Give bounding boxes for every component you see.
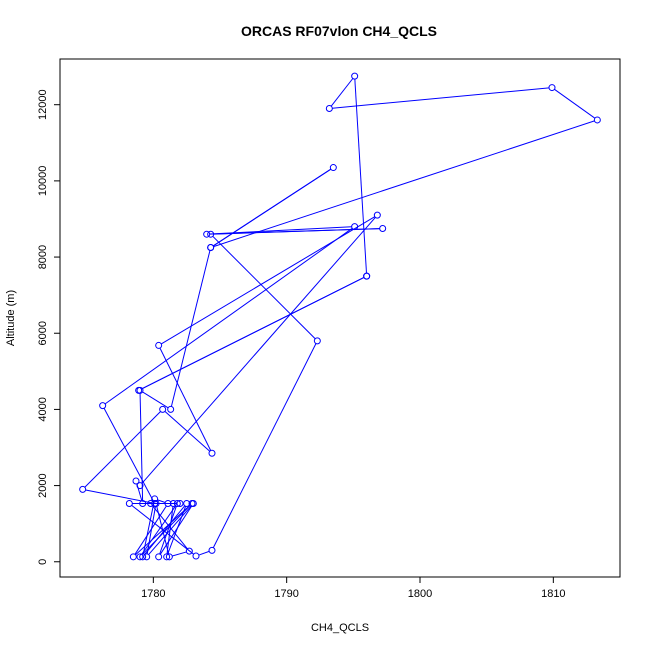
data-point [192,552,200,560]
x-tick-label: 1800 [408,588,432,600]
data-point [136,482,144,490]
data-point [136,553,144,561]
data-point [325,105,333,113]
data-point [169,499,177,507]
x-tick-label: 1790 [274,588,298,600]
data-point [129,553,137,561]
series-line-segment [159,506,177,555]
series-line-segment [141,505,191,556]
data-point [147,499,155,507]
series-line-segment [170,250,211,407]
data-point [208,546,216,554]
data-point [164,499,172,507]
series-line-segment [213,120,595,248]
series-line-segment [212,235,316,340]
series-layer [79,72,601,561]
data-point [189,499,197,507]
y-tick-label: 2000 [37,473,49,497]
x-tick-label: 1780 [141,588,165,600]
y-tick-label: 12000 [37,89,49,120]
data-point [132,477,140,485]
series-line-segment [332,87,550,109]
x-axis: 1780 1790 1800 1810 [141,576,566,600]
series-line-segment [141,505,177,555]
data-point [165,553,173,561]
data-point [173,499,181,507]
data-point [159,405,167,413]
y-tick-label: 0 [37,559,49,565]
data-point [363,272,371,280]
data-point [329,164,337,172]
series-line-segment [354,79,367,274]
series-line-segment [136,483,143,501]
chart-title: ORCAS RF07vlon CH4_QCLS [241,23,437,39]
series-line-segment [144,505,186,555]
series-line-segment [104,227,353,405]
series-line-segment [212,168,332,247]
y-tick-label: 4000 [37,397,49,421]
data-point [203,230,211,238]
x-axis-label: CH4_QCLS [311,622,369,634]
data-point [185,547,193,555]
x-tick-label: 1810 [541,588,565,600]
y-tick-label: 6000 [37,321,49,345]
data-point [373,211,381,219]
data-point [163,553,171,561]
series-line-segment [160,216,376,345]
data-point [313,337,321,345]
data-point [143,553,151,561]
series-line-segment [141,277,365,390]
series-line-segment [103,408,154,502]
y-tick-label: 8000 [37,245,49,269]
y-axis-label: Altitude (m) [5,290,17,346]
series-line-segment [330,78,354,107]
series-line-segment [167,506,187,555]
series-line-segment [198,550,210,556]
series-line-segment [141,217,376,484]
series-line-segment [142,501,155,554]
series-line-segment [84,411,161,488]
data-point [351,72,359,80]
series-line-segment [139,393,144,501]
series-line-segment [148,505,192,555]
data-point [135,386,143,394]
data-point [379,224,387,232]
data-point [151,495,159,503]
data-point [207,244,215,252]
y-tick-label: 10000 [37,166,49,197]
series-line-segment [142,391,169,409]
data-point [207,230,215,238]
data-point [99,402,107,410]
data-point [155,553,163,561]
y-axis: 0 2000 4000 6000 8000 10000 12000 [37,89,61,565]
series-line-segment [172,551,187,557]
data-point [351,223,359,231]
data-point [139,499,147,507]
series-line-segment [554,88,596,119]
data-point [125,499,133,507]
data-point [183,499,191,507]
series-line-segment [134,505,167,555]
series-line-segment [159,347,212,451]
data-point [548,84,556,92]
data-point [593,116,601,124]
series-line-segment [157,499,166,503]
data-point [167,405,175,413]
data-point [208,449,216,457]
series-line-segment [159,505,193,555]
series-line-segment [131,504,194,555]
series-line-segment [212,343,317,548]
data-point [151,499,159,507]
series-line-segment [146,506,156,554]
series-line-segment [152,505,188,550]
data-point [176,499,184,507]
data-point [155,341,163,349]
data-point [139,553,147,561]
data-point [79,485,87,493]
